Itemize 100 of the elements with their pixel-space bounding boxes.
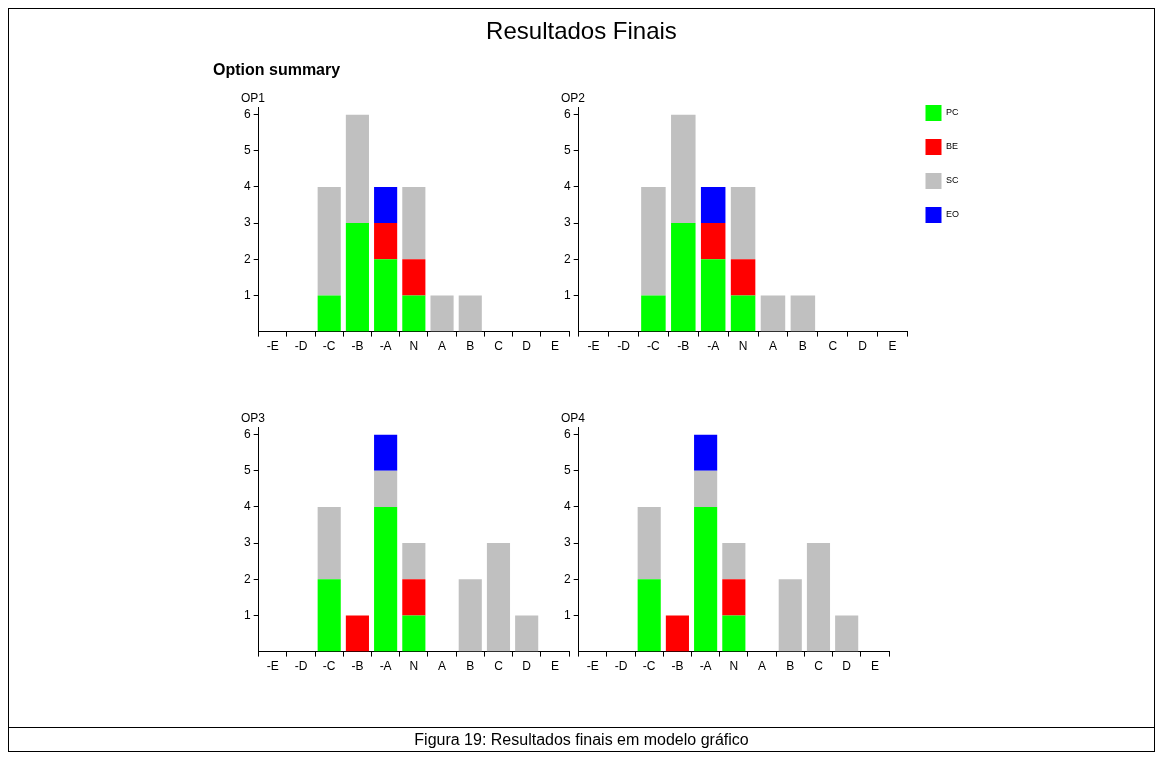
x-tick-label: B [466,659,475,674]
x-tick-label: A [758,659,767,674]
x-tick-label: A [438,339,447,354]
x-tick-label: -A [379,339,392,354]
bar [806,543,831,652]
bar [402,259,426,296]
bar [374,259,398,332]
x-tick-label: -E [266,339,279,354]
bar [700,223,726,260]
bar [402,543,426,580]
x-tick-label: -A [707,339,720,354]
bar [641,295,666,332]
y-tick-label: 6 [563,106,571,121]
chart-title: OP1 [241,90,266,105]
x-tick-label: -B [351,659,364,674]
x-tick-label: -D [614,659,628,674]
text: Resultados Finais [485,17,678,45]
bar [402,579,426,616]
bar [760,295,786,332]
y-tick-label: 2 [563,251,571,266]
y-tick-label: 4 [563,499,571,514]
x-tick-label: -E [587,339,600,354]
bar [458,579,482,652]
bar [722,615,746,652]
x-tick-label: -C [642,659,656,674]
y-tick-label: 2 [563,571,571,586]
bar [722,543,746,580]
y-tick-label: 5 [563,143,571,158]
bar [345,615,369,652]
bar [694,434,718,471]
bar [835,615,859,652]
x-tick-label: C [828,339,838,354]
bar [402,615,426,652]
bar [402,186,426,260]
x-tick-label: -C [322,659,336,674]
y-tick-label: 3 [563,535,571,550]
bar [345,223,369,332]
bar [722,579,746,616]
x-tick-label: -D [294,659,308,674]
bar [730,186,756,260]
x-tick-label: D [522,339,532,354]
bar [700,186,726,224]
y-tick-label: 1 [563,287,571,302]
x-tick-label: -E [586,659,599,674]
y-tick-label: 6 [563,426,571,441]
bar [317,295,341,332]
y-tick-label: 5 [563,463,571,478]
bar [430,295,454,332]
chart-title: OP4 [561,410,586,425]
x-tick-label: -C [322,339,336,354]
bar [671,223,696,332]
bar [778,579,802,652]
bar [374,434,398,471]
x-tick-label: D [522,659,532,674]
bar [694,506,718,652]
bar [790,295,816,332]
x-tick-label: -B [671,659,684,674]
bar [458,295,482,332]
x-tick-label: E [888,339,897,354]
x-tick-label: N [409,339,419,354]
bar [641,186,666,296]
y-tick-label: 5 [243,143,251,158]
y-tick-label: 4 [563,179,571,194]
bar [637,506,661,580]
bar [665,615,689,652]
x-tick-label: C [494,339,504,354]
x-tick-label: D [858,339,868,354]
x-tick-label: -B [677,339,690,354]
x-tick-label: N [738,339,748,354]
x-tick-label: D [842,659,852,674]
legend-label: BE [946,141,959,152]
x-tick-label: E [550,339,559,354]
legend-label: SC [946,175,959,186]
bar [374,470,398,507]
bar [317,579,341,652]
y-tick-label: 3 [243,215,251,230]
x-tick-label: -D [294,339,308,354]
y-tick-label: 2 [243,251,251,266]
x-tick-label: C [494,659,504,674]
bar [374,223,398,260]
y-tick-label: 6 [243,426,251,441]
x-tick-label: A [768,339,777,354]
x-tick-label: N [409,659,419,674]
x-tick-label: -E [266,659,279,674]
y-tick-label: 5 [243,463,251,478]
bar [345,114,369,224]
x-tick-label: E [870,659,879,674]
x-tick-label: -A [699,659,712,674]
bar [637,579,661,652]
x-tick-label: -A [379,659,392,674]
x-tick-label: C [814,659,824,674]
x-tick-label: B [798,339,807,354]
chart-title: OP2 [561,90,586,105]
y-tick-label: 3 [243,535,251,550]
x-tick-label: N [729,659,739,674]
chart-title: OP3 [241,410,266,425]
bar [374,506,398,652]
bar [402,295,426,332]
x-tick-label: B [786,659,795,674]
y-tick-label: 4 [243,499,251,514]
